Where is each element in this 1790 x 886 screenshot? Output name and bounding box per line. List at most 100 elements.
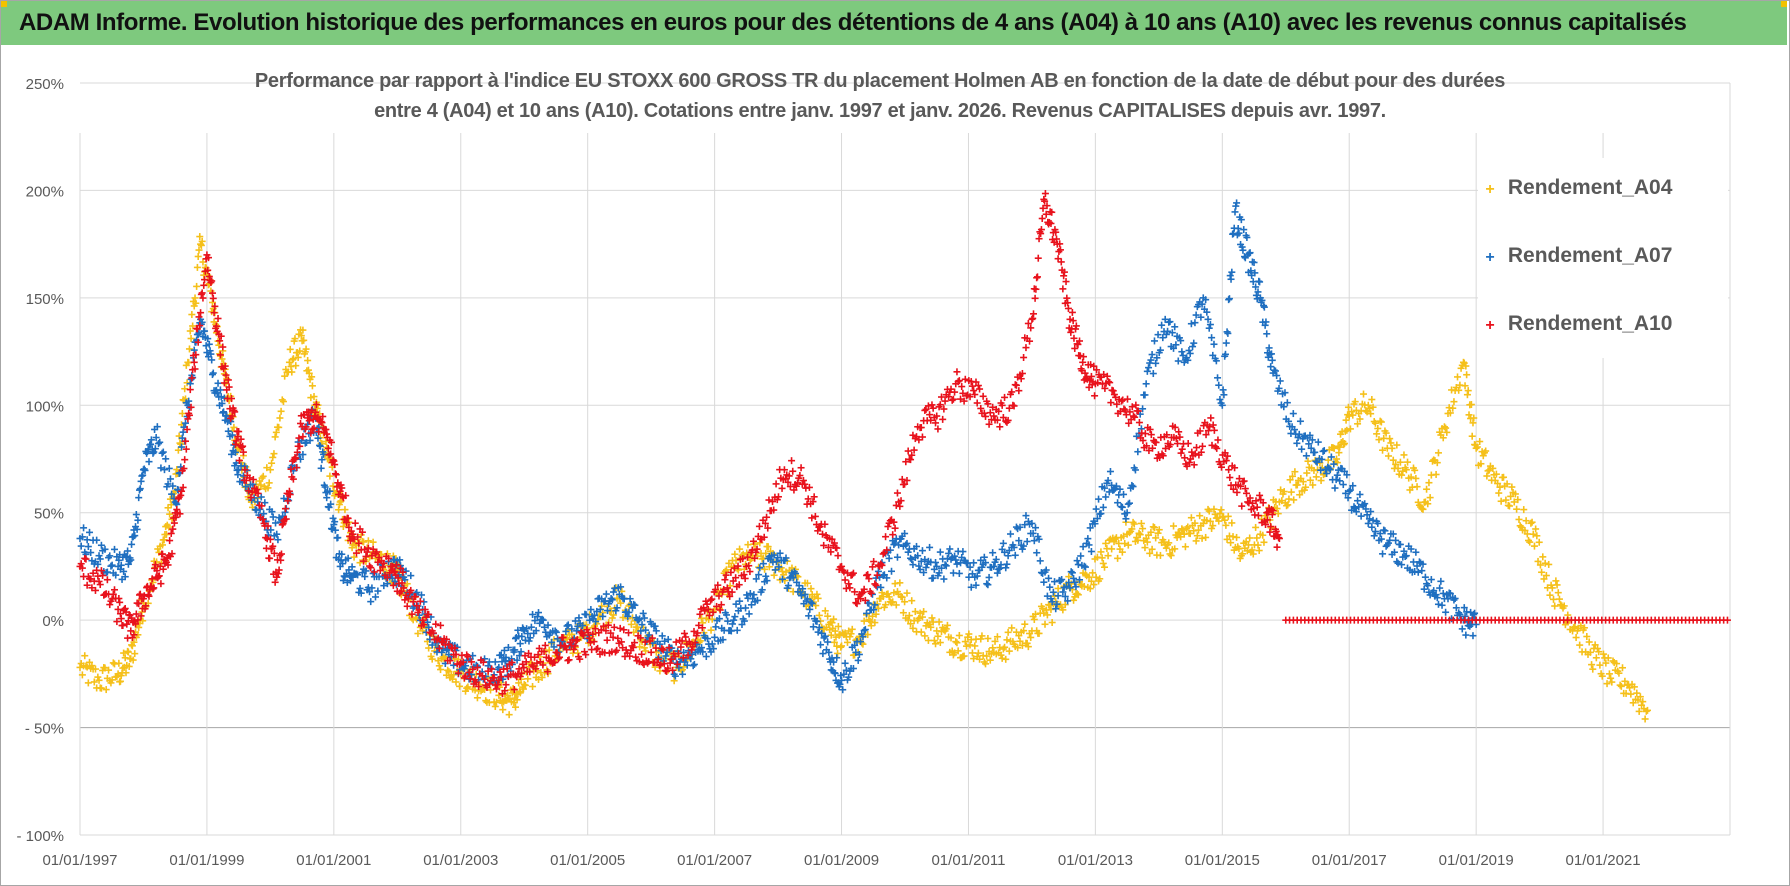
data-point — [874, 567, 882, 575]
data-point — [1633, 689, 1641, 697]
data-point — [473, 694, 481, 702]
data-point — [896, 502, 904, 510]
data-point — [1273, 543, 1281, 551]
data-point — [1495, 489, 1503, 497]
data-point — [1176, 433, 1184, 441]
data-point — [1017, 375, 1025, 383]
data-point — [1505, 502, 1513, 510]
data-point — [953, 639, 961, 647]
data-point — [181, 385, 189, 393]
data-point — [356, 584, 364, 592]
data-point — [1008, 624, 1016, 632]
data-point — [129, 656, 137, 664]
data-point — [1108, 545, 1116, 553]
data-point — [1033, 273, 1041, 281]
data-point — [190, 358, 198, 366]
data-point — [305, 369, 313, 377]
data-point — [921, 406, 929, 414]
data-point — [1030, 537, 1038, 545]
data-point — [1101, 563, 1109, 571]
data-point — [266, 554, 274, 562]
data-point — [277, 550, 285, 558]
data-point — [111, 545, 119, 553]
data-point — [289, 355, 297, 363]
data-point — [1246, 534, 1254, 542]
data-point — [819, 650, 827, 658]
data-point — [214, 379, 222, 387]
data-point — [952, 638, 960, 646]
data-point — [1414, 568, 1422, 576]
data-point — [1106, 468, 1114, 476]
data-point — [432, 620, 440, 628]
data-point — [145, 458, 153, 466]
data-point — [1285, 495, 1293, 503]
data-point — [128, 540, 136, 548]
data-point — [1034, 254, 1042, 262]
data-point — [275, 423, 283, 431]
data-point — [448, 675, 456, 683]
data-point — [437, 621, 445, 629]
data-point — [1148, 351, 1156, 359]
data-point — [1450, 398, 1458, 406]
data-point — [889, 531, 897, 539]
data-point — [166, 537, 174, 545]
data-point — [1031, 294, 1039, 302]
data-point — [88, 662, 96, 670]
data-point — [885, 554, 893, 562]
data-point — [165, 523, 173, 531]
data-point — [1049, 588, 1057, 596]
data-point — [1463, 371, 1471, 379]
chart-legend: + Rendement_A04 + Rendement_A07 + Rendem… — [1478, 158, 1728, 358]
data-point — [1045, 574, 1053, 582]
legend-marker-a04: + — [1485, 181, 1495, 198]
data-point — [189, 322, 197, 330]
data-point — [1276, 377, 1284, 385]
data-point — [920, 608, 928, 616]
data-point — [917, 628, 925, 636]
data-point — [81, 652, 89, 660]
data-point — [124, 648, 132, 656]
data-point — [197, 309, 205, 317]
data-point — [428, 655, 436, 663]
data-point — [1198, 442, 1206, 450]
data-point — [1434, 600, 1442, 608]
data-point — [83, 663, 91, 671]
banner-corner-left — [1, 1, 7, 7]
data-point — [841, 659, 849, 667]
data-point — [159, 448, 167, 456]
data-point — [1038, 214, 1046, 222]
data-point — [953, 560, 961, 568]
data-point — [326, 472, 334, 480]
data-point — [1467, 401, 1475, 409]
data-point — [335, 501, 343, 509]
data-point — [959, 548, 967, 556]
data-point — [350, 553, 358, 561]
x-tick-label: 01/01/2021 — [1566, 852, 1641, 869]
data-point — [329, 514, 337, 522]
data-point — [1092, 505, 1100, 513]
data-point — [131, 650, 139, 658]
data-point — [1293, 439, 1301, 447]
data-point — [364, 537, 372, 545]
data-point — [762, 572, 770, 580]
data-point — [1202, 533, 1210, 541]
data-point — [187, 334, 195, 342]
data-point — [407, 572, 415, 580]
data-point — [265, 479, 273, 487]
data-point — [707, 626, 715, 634]
data-point — [1644, 706, 1651, 714]
data-point — [135, 494, 143, 502]
data-point — [325, 503, 333, 511]
chart-title-line-1: Performance par rapport à l'indice EU ST… — [254, 70, 1506, 92]
x-tick-label: 01/01/2011 — [931, 852, 1005, 869]
data-point — [208, 371, 216, 379]
data-point — [1551, 602, 1559, 610]
data-point — [297, 332, 305, 340]
data-point — [437, 666, 445, 674]
data-point — [853, 600, 861, 608]
data-point — [1175, 428, 1183, 436]
data-point — [162, 530, 170, 538]
data-point — [276, 414, 284, 422]
series-rendement_a07 — [76, 199, 1480, 694]
data-point — [199, 294, 207, 302]
